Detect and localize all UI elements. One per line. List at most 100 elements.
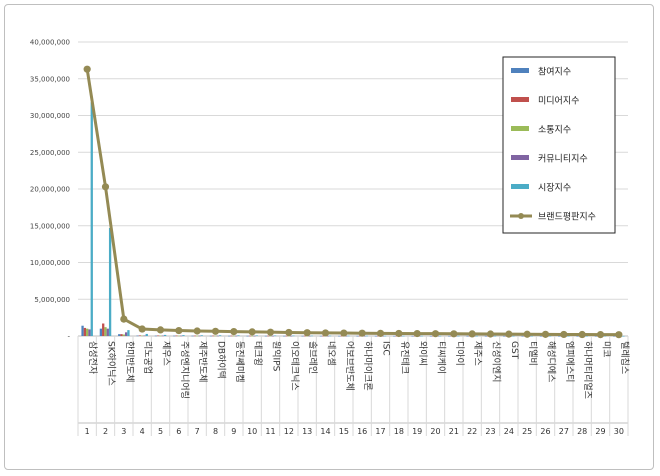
bar xyxy=(503,335,506,337)
bar xyxy=(122,334,125,336)
bar xyxy=(585,335,588,337)
line-point xyxy=(358,329,366,337)
bar xyxy=(603,335,607,337)
legend-label: 커뮤니티지수 xyxy=(538,154,588,165)
x-category-label: 원익IPS xyxy=(271,341,283,372)
line-point xyxy=(450,330,458,338)
line-point xyxy=(596,331,605,339)
bar xyxy=(193,335,197,337)
bar xyxy=(161,335,164,337)
x-rank-label: 16 xyxy=(357,427,367,436)
y-tick-label: 25,000,000 xyxy=(30,149,70,157)
x-rank-label: 7 xyxy=(195,427,200,436)
x-rank-label: 13 xyxy=(302,427,312,436)
bar xyxy=(493,335,497,337)
y-tick-label: 35,000,000 xyxy=(30,75,70,83)
bar xyxy=(218,335,222,336)
legend-swatch xyxy=(511,97,529,102)
bar xyxy=(438,335,442,337)
bar xyxy=(448,335,451,337)
bar xyxy=(594,335,598,337)
x-rank-label: 2 xyxy=(103,427,108,436)
x-rank-label: 5 xyxy=(158,427,163,436)
line-point xyxy=(578,330,586,339)
bar xyxy=(81,325,84,336)
bar xyxy=(191,335,194,337)
bar xyxy=(356,335,359,337)
bar xyxy=(289,335,293,337)
x-rank-label: 29 xyxy=(595,427,605,436)
x-rank-label: 22 xyxy=(467,427,477,436)
line-point xyxy=(505,330,513,338)
x-category-label: 티씨케이 xyxy=(436,341,447,374)
x-category-label: 유진테크 xyxy=(399,341,410,374)
bar xyxy=(301,335,304,337)
bar xyxy=(374,335,378,337)
line-point xyxy=(560,330,568,339)
bar xyxy=(106,328,109,336)
line-point xyxy=(541,330,550,338)
bar xyxy=(163,334,167,336)
legend-label: 브랜드평판지수 xyxy=(538,212,596,223)
bar xyxy=(177,335,180,337)
bar xyxy=(539,335,543,337)
legend-swatch xyxy=(511,126,529,131)
x-rank-label: 1 xyxy=(85,427,90,436)
x-category-label: SK하이닉스 xyxy=(106,341,117,386)
x-rank-label: 20 xyxy=(430,427,440,436)
bar xyxy=(567,335,570,337)
bar xyxy=(179,335,183,337)
bar xyxy=(145,333,148,336)
line-point xyxy=(138,325,146,333)
x-rank-label: 4 xyxy=(140,427,145,436)
x-category-label: 제주반도체 xyxy=(197,341,208,382)
line-point xyxy=(523,330,531,338)
bar xyxy=(99,328,103,336)
legend-swatch xyxy=(511,68,529,73)
bar xyxy=(457,335,460,337)
bar xyxy=(143,335,146,337)
line-point xyxy=(175,326,183,335)
bar xyxy=(154,335,158,337)
line-point xyxy=(431,330,440,338)
x-rank-label: 26 xyxy=(540,427,550,436)
bar xyxy=(512,335,515,337)
legend-swatch xyxy=(511,155,529,160)
x-category-label: 신성이엔지 xyxy=(491,341,502,382)
line-point xyxy=(285,328,293,337)
x-rank-label: 28 xyxy=(577,427,587,436)
x-rank-label: 24 xyxy=(504,427,514,436)
bar xyxy=(267,335,270,337)
line-point xyxy=(230,327,238,336)
bar xyxy=(138,335,142,337)
line-point xyxy=(303,329,311,337)
x-rank-label: 30 xyxy=(614,427,624,436)
bar xyxy=(230,335,233,337)
bar xyxy=(269,335,272,337)
x-rank-label: 27 xyxy=(559,427,569,436)
bar xyxy=(484,335,488,337)
bar xyxy=(576,335,579,337)
bar xyxy=(358,335,362,337)
line-point xyxy=(211,327,220,335)
x-category-label: 네오셈 xyxy=(326,341,337,366)
line-point xyxy=(248,328,256,336)
line-point xyxy=(83,65,91,73)
line-point xyxy=(468,330,476,338)
bar xyxy=(118,334,121,336)
x-rank-label: 19 xyxy=(412,427,422,436)
bar xyxy=(159,335,162,337)
x-rank-label: 17 xyxy=(375,427,385,436)
x-category-label: 동진쎄미켐 xyxy=(234,341,246,382)
legend-label: 참여지수 xyxy=(538,66,571,78)
bar xyxy=(108,227,112,336)
bar xyxy=(83,327,87,336)
x-category-label: GST xyxy=(509,341,519,360)
bar xyxy=(214,335,217,337)
bar xyxy=(86,328,89,336)
x-rank-label: 8 xyxy=(213,427,218,436)
bar xyxy=(383,335,387,337)
bar xyxy=(303,335,307,337)
bar xyxy=(173,335,176,337)
bar xyxy=(475,335,478,337)
